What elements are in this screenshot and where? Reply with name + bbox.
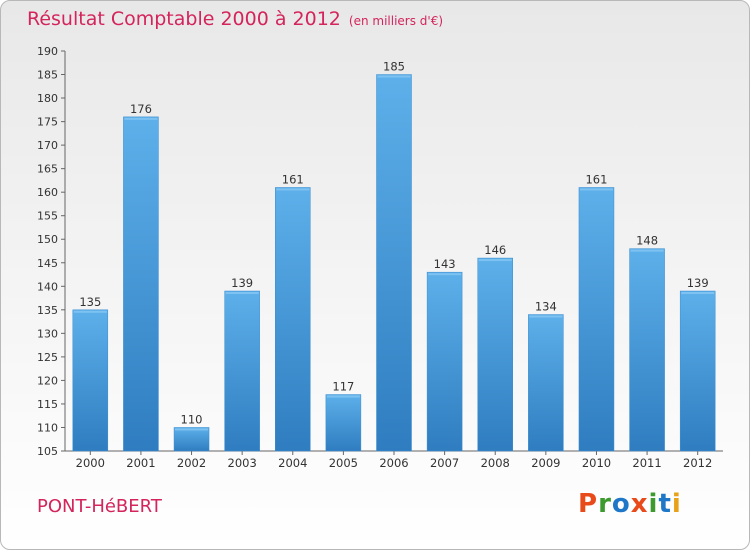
bar [528, 314, 564, 452]
chart-subtitle: (en milliers d'€) [348, 14, 444, 28]
bar-highlight [124, 117, 158, 120]
y-tick-label: 145 [37, 257, 58, 270]
data-label: 146 [484, 243, 506, 257]
x-tick-label: 2008 [481, 456, 510, 470]
bar-highlight [377, 75, 411, 78]
chart-title: Résultat Comptable 2000 à 2012 (en millie… [27, 8, 443, 30]
bar [578, 187, 615, 452]
bar-highlight [529, 315, 563, 318]
y-tick-label: 120 [37, 374, 58, 387]
y-tick-label: 115 [37, 398, 58, 411]
y-tick-label: 185 [37, 69, 58, 82]
brand-letter: o [611, 489, 631, 519]
y-tick-label: 165 [37, 163, 58, 176]
data-labels: 135 176 110 139 161 117 185 143 146 134 161 148 139 [79, 60, 708, 427]
brand-letter: i [671, 489, 682, 519]
bar-highlight [579, 188, 613, 191]
bars-group [72, 74, 716, 452]
data-label: 139 [231, 276, 253, 290]
brand-letter: x [630, 489, 649, 519]
y-tick-label: 130 [37, 327, 58, 340]
x-tick-label: 2012 [683, 456, 712, 470]
data-label: 161 [585, 172, 607, 186]
brand-letter: i [648, 489, 659, 519]
data-label: 110 [181, 412, 203, 426]
bar [426, 271, 463, 452]
y-tick-label: 125 [37, 351, 58, 364]
y-tick-label: 150 [37, 233, 58, 246]
bar-highlight [478, 259, 512, 262]
bar [123, 116, 159, 452]
data-label: 135 [79, 295, 101, 309]
data-label: 148 [636, 234, 658, 248]
bar [173, 427, 210, 452]
bar-highlight [681, 292, 715, 294]
data-label: 185 [383, 60, 405, 74]
bar [275, 187, 311, 452]
x-tick-label: 2004 [278, 456, 307, 470]
bar [224, 290, 260, 452]
brand-letter: t [658, 489, 672, 519]
bar [477, 257, 513, 452]
town-name: PONT-HéBERT [37, 496, 162, 517]
y-tick-label: 160 [37, 186, 58, 199]
bar-highlight [175, 428, 209, 431]
x-tick-label: 2011 [632, 456, 661, 470]
x-tick-label: 2010 [582, 456, 611, 470]
bar-highlight [225, 292, 259, 294]
x-tick-label: 2000 [76, 456, 105, 470]
x-tick-label: 2002 [177, 456, 206, 470]
bar [679, 290, 716, 452]
brand-letter: r [598, 489, 612, 519]
y-tick-label: 170 [37, 139, 58, 152]
y-tick-label: 190 [37, 45, 58, 58]
y-tick-label: 135 [37, 304, 58, 317]
y-tick-label: 140 [37, 280, 58, 293]
bar [376, 74, 412, 452]
data-label: 139 [687, 276, 709, 290]
bar [325, 394, 362, 452]
brand-logo: Proxiti [578, 489, 682, 519]
bar-highlight [326, 395, 360, 398]
bar [72, 309, 109, 452]
data-label: 117 [332, 380, 354, 394]
brand-letter: P [578, 489, 599, 519]
y-tick-label: 155 [37, 210, 58, 223]
y-tick-label: 175 [37, 116, 58, 129]
data-label: 143 [434, 257, 456, 271]
y-tick-label: 105 [37, 445, 58, 458]
data-label: 161 [282, 172, 304, 186]
bar-highlight [276, 188, 310, 191]
data-label: 134 [535, 300, 557, 314]
x-tick-label: 2007 [430, 456, 459, 470]
y-tick-label: 110 [37, 421, 58, 434]
bar-highlight [428, 273, 462, 276]
x-tick-label: 2005 [329, 456, 358, 470]
bar [629, 248, 665, 452]
bar-highlight [630, 249, 664, 252]
data-label: 176 [130, 102, 152, 116]
y-tick-label: 180 [37, 92, 58, 105]
x-tick-label: 2009 [531, 456, 560, 470]
title-text: Résultat Comptable 2000 à 2012 [27, 8, 341, 30]
x-tick-label: 2001 [126, 456, 155, 470]
x-tick-label: 2003 [228, 456, 257, 470]
x-tick-label: 2006 [379, 456, 408, 470]
bar-highlight [73, 310, 107, 313]
